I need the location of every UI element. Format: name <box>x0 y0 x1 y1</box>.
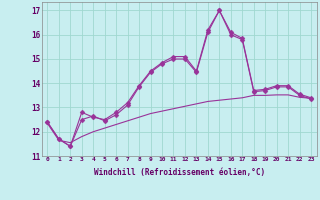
X-axis label: Windchill (Refroidissement éolien,°C): Windchill (Refroidissement éolien,°C) <box>94 168 265 177</box>
